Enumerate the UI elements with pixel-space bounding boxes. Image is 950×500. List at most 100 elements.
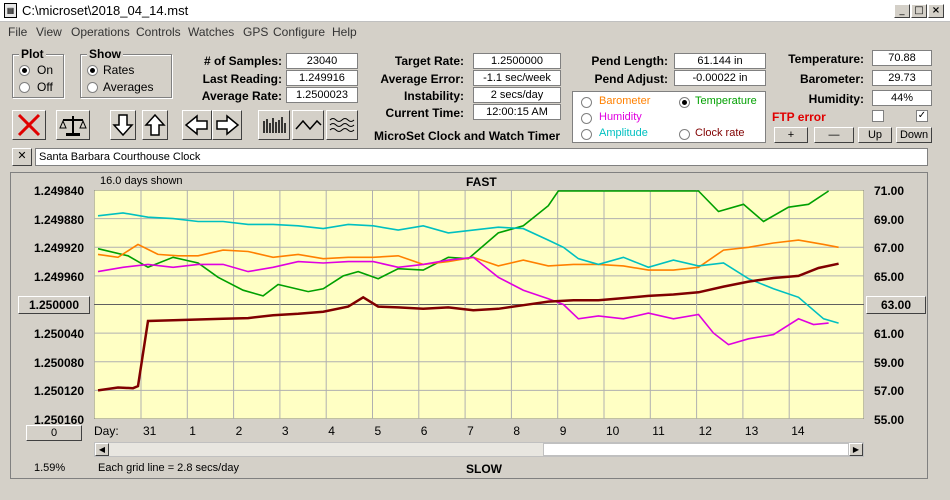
right-tick-label: 61.00: [874, 327, 905, 342]
day-label: 4: [328, 424, 335, 438]
ftp-checkbox-2[interactable]: ✓: [916, 110, 928, 122]
menu-watches[interactable]: Watches: [188, 25, 235, 39]
series-lines: [97, 190, 839, 392]
series-line-amplitude: [97, 212, 839, 324]
day-label: 9: [559, 424, 567, 438]
sensor-amplitude-radio[interactable]: [581, 129, 592, 140]
left-tick-label: 1.250120: [33, 384, 84, 399]
sensor-temperature-label: Temperature: [695, 95, 757, 107]
show-rates-radio[interactable]: [87, 65, 98, 76]
menu-view[interactable]: View: [36, 25, 62, 39]
x-axis-label: Day:: [94, 424, 119, 438]
ftp-checkbox-1[interactable]: [872, 110, 884, 122]
plot-off-radio[interactable]: [19, 82, 30, 93]
bar-view-button[interactable]: [258, 110, 290, 140]
scroll-right-arrow-icon[interactable]: ▶: [849, 443, 863, 456]
sensor-clockrate-radio[interactable]: [679, 129, 690, 140]
plot-area: [94, 190, 864, 419]
sensor-humidity-label: Humidity: [599, 111, 642, 123]
barometer-field: 29.73: [872, 70, 932, 86]
scale-up-button[interactable]: Up: [858, 127, 892, 143]
average-rate-field: 1.2500023: [286, 87, 358, 103]
app-name: MicroSet Clock and Watch Timer: [374, 129, 561, 143]
average-error-label: Average Error:: [380, 72, 464, 86]
scroll-right-button[interactable]: [212, 110, 242, 140]
pend-adjust-label: Pend Adjust:: [594, 72, 668, 86]
temperature-label: Temperature:: [788, 52, 864, 66]
day-label: 14: [791, 424, 805, 438]
pend-length-label: Pend Length:: [591, 54, 668, 68]
right-tick-label: 55.00: [874, 413, 905, 427]
right-tick-label: 67.00: [874, 241, 905, 256]
right-tick-label: 65.00: [874, 269, 905, 284]
maximize-button[interactable]: □: [911, 4, 927, 18]
noise-view-button[interactable]: [326, 110, 358, 140]
left-bottom-button[interactable]: 0: [26, 425, 82, 441]
day-label: 2: [235, 424, 243, 438]
day-label: 8: [513, 424, 521, 438]
line-view-button[interactable]: [292, 110, 324, 140]
menu-bar: File View Operations Controls Watches GP…: [0, 22, 950, 42]
move-up-button[interactable]: [142, 110, 168, 140]
clear-button[interactable]: [12, 110, 46, 140]
sensor-barometer-radio[interactable]: [581, 97, 592, 108]
scale-plus-button[interactable]: +: [774, 127, 808, 143]
scroll-left-arrow-icon[interactable]: ◀: [95, 443, 109, 456]
left-tick-label: 1.249840: [33, 184, 84, 198]
chart-title: FAST: [466, 175, 497, 189]
move-down-button[interactable]: [110, 110, 136, 140]
plot-group-label: Plot: [19, 47, 46, 61]
plot-on-radio[interactable]: [19, 65, 30, 76]
samples-field: 23040: [286, 53, 358, 69]
menu-controls[interactable]: Controls: [136, 25, 181, 39]
chart-scrollbar[interactable]: ◀ ▶: [94, 442, 864, 457]
close-description-button[interactable]: ✕: [12, 148, 32, 166]
sensor-humidity-radio[interactable]: [581, 113, 592, 124]
left-tick-label: 1.250040: [33, 327, 84, 342]
days-shown-text: 16.0 days shown: [100, 175, 183, 187]
left-center-button[interactable]: 1.250000: [18, 296, 90, 314]
minimize-button[interactable]: _: [894, 4, 910, 18]
day-label: 6: [420, 424, 428, 438]
instability-field: 2 secs/day: [473, 87, 561, 103]
arrow-left-icon: [184, 114, 208, 136]
menu-file[interactable]: File: [8, 25, 28, 39]
series-line-temperature: [97, 190, 830, 297]
day-label: 7: [467, 424, 474, 438]
humidity-field: 44%: [872, 90, 932, 106]
arrow-up-icon: [144, 113, 166, 136]
wave-line-icon: [295, 119, 322, 131]
instability-label: Instability:: [403, 89, 464, 103]
menu-gps[interactable]: GPS: [243, 25, 269, 39]
menu-configure[interactable]: Configure: [273, 25, 326, 39]
menu-operations[interactable]: Operations: [71, 25, 130, 39]
ftp-error-text: FTP error: [772, 110, 826, 124]
bars-icon: [263, 117, 286, 133]
close-window-button[interactable]: ×: [928, 4, 944, 18]
average-rate-label: Average Rate:: [201, 89, 282, 103]
series-line-clock-rate: [97, 262, 839, 392]
scroll-left-button[interactable]: [182, 110, 212, 140]
left-tick-label: 1.249960: [33, 269, 84, 284]
scrollbar-thumb[interactable]: [543, 443, 849, 456]
show-averages-radio[interactable]: [87, 82, 98, 93]
sensor-temperature-radio[interactable]: [679, 97, 690, 108]
show-averages-label: Averages: [103, 80, 154, 94]
left-tick-label: 1.249920: [33, 241, 84, 256]
sensor-amplitude-label: Amplitude: [599, 127, 648, 139]
right-tick-label: 69.00: [874, 212, 905, 227]
show-rates-label: Rates: [103, 63, 135, 77]
sensor-select-box: Barometer Temperature Humidity Amplitude…: [572, 91, 766, 143]
right-center-button[interactable]: 63.00: [866, 296, 926, 314]
day-label: 10: [606, 424, 620, 438]
description-input[interactable]: Santa Barbara Courthouse Clock: [35, 148, 928, 166]
calibrate-button[interactable]: [56, 110, 90, 140]
menu-help[interactable]: Help: [332, 25, 357, 39]
current-time-label: Current Time:: [385, 106, 464, 120]
scale-down-button[interactable]: Down: [896, 127, 932, 143]
scale-minus-button[interactable]: —: [814, 127, 854, 143]
chart-bottom-label: SLOW: [466, 462, 502, 476]
arrow-down-icon: [112, 114, 134, 137]
grid-lines: [94, 190, 864, 419]
